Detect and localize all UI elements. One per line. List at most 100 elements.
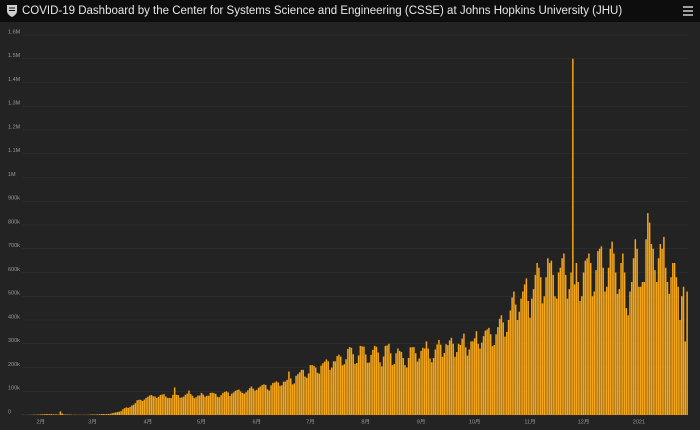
bar: [182, 396, 185, 415]
bar: [239, 391, 242, 415]
bar: [636, 248, 638, 415]
bar: [284, 381, 287, 415]
bar: [172, 394, 174, 415]
x-tick-label: 9月: [417, 418, 426, 425]
bar: [63, 414, 65, 415]
menu-button[interactable]: [682, 5, 694, 17]
bar: [511, 297, 513, 415]
bar: [154, 396, 156, 415]
bar: [241, 392, 244, 415]
bar: [334, 361, 337, 415]
bar: [427, 348, 429, 415]
bar: [620, 263, 622, 415]
bar: [561, 258, 563, 415]
bar: [359, 345, 362, 415]
bar: [254, 390, 256, 415]
bar: [484, 330, 487, 415]
bar: [364, 354, 367, 415]
bar: [109, 413, 112, 415]
y-tick-label: 1.6M: [8, 29, 21, 35]
bar: [129, 406, 131, 415]
bar: [606, 286, 608, 415]
bar: [361, 346, 363, 415]
bar: [686, 291, 688, 415]
bar: [204, 396, 206, 415]
bar: [395, 353, 397, 415]
bar: [231, 393, 233, 415]
bar: [589, 263, 592, 415]
bar: [152, 396, 154, 415]
bar: [320, 365, 322, 415]
bar: [443, 353, 446, 415]
bar: [681, 296, 683, 415]
bar: [43, 414, 46, 415]
bar: [532, 289, 535, 415]
logo: [7, 5, 17, 17]
bar: [588, 253, 590, 415]
bar: [602, 267, 604, 415]
bar: [345, 359, 347, 415]
bar: [148, 395, 151, 415]
bar: [127, 407, 129, 415]
bar: [513, 291, 515, 415]
x-tick-label: 7月: [306, 418, 315, 425]
bar: [536, 263, 538, 415]
bar: [666, 282, 669, 415]
bar: [222, 392, 224, 415]
bar: [538, 267, 540, 415]
bar: [454, 356, 456, 415]
bar: [402, 358, 404, 415]
bar: [639, 286, 642, 415]
bar: [641, 282, 644, 415]
bar: [209, 392, 212, 415]
y-tick-label: 100k: [8, 386, 20, 392]
bar: [316, 372, 319, 415]
bar: [175, 394, 178, 415]
bar: [91, 414, 94, 415]
bar: [682, 286, 685, 415]
bar: [495, 334, 497, 415]
bar: [413, 347, 415, 415]
bar: [382, 356, 385, 415]
bar: [106, 414, 108, 415]
bar: [147, 396, 149, 415]
bar: [514, 304, 517, 415]
chart: 0 100k 200k 300k 400k 500k 600k 700k 800k 900k 1M 1…: [8, 29, 688, 425]
bar: [418, 358, 421, 415]
bar: [404, 365, 406, 415]
bar: [331, 367, 333, 415]
bar: [445, 344, 447, 415]
bar: [236, 390, 238, 415]
bar: [118, 411, 121, 415]
bar: [336, 356, 338, 415]
bar: [407, 358, 410, 415]
bar: [229, 396, 231, 415]
bar: [102, 414, 104, 415]
bar: [464, 347, 467, 415]
bar: [286, 379, 288, 415]
bar: [150, 395, 153, 415]
bar: [656, 282, 658, 415]
bar: [322, 363, 324, 415]
bar: [366, 362, 369, 415]
y-tick-label: 1.1M: [8, 148, 21, 154]
bar: [627, 315, 629, 415]
bar: [577, 282, 579, 415]
y-tick-label: 1M: [8, 172, 16, 178]
bar: [586, 258, 588, 415]
x-tick-label: 4月: [144, 418, 153, 425]
bar: [657, 258, 660, 415]
bar: [373, 345, 376, 415]
bar: [218, 397, 221, 415]
bar: [145, 397, 147, 415]
bar: [638, 286, 640, 415]
bar: [498, 318, 501, 415]
y-tick-label: 0: [8, 409, 11, 415]
bar: [143, 399, 146, 415]
bar: [131, 405, 133, 415]
bar: [447, 345, 449, 415]
bar: [518, 311, 521, 415]
bar: [566, 298, 569, 415]
bar: [234, 390, 237, 415]
bar: [123, 408, 126, 415]
